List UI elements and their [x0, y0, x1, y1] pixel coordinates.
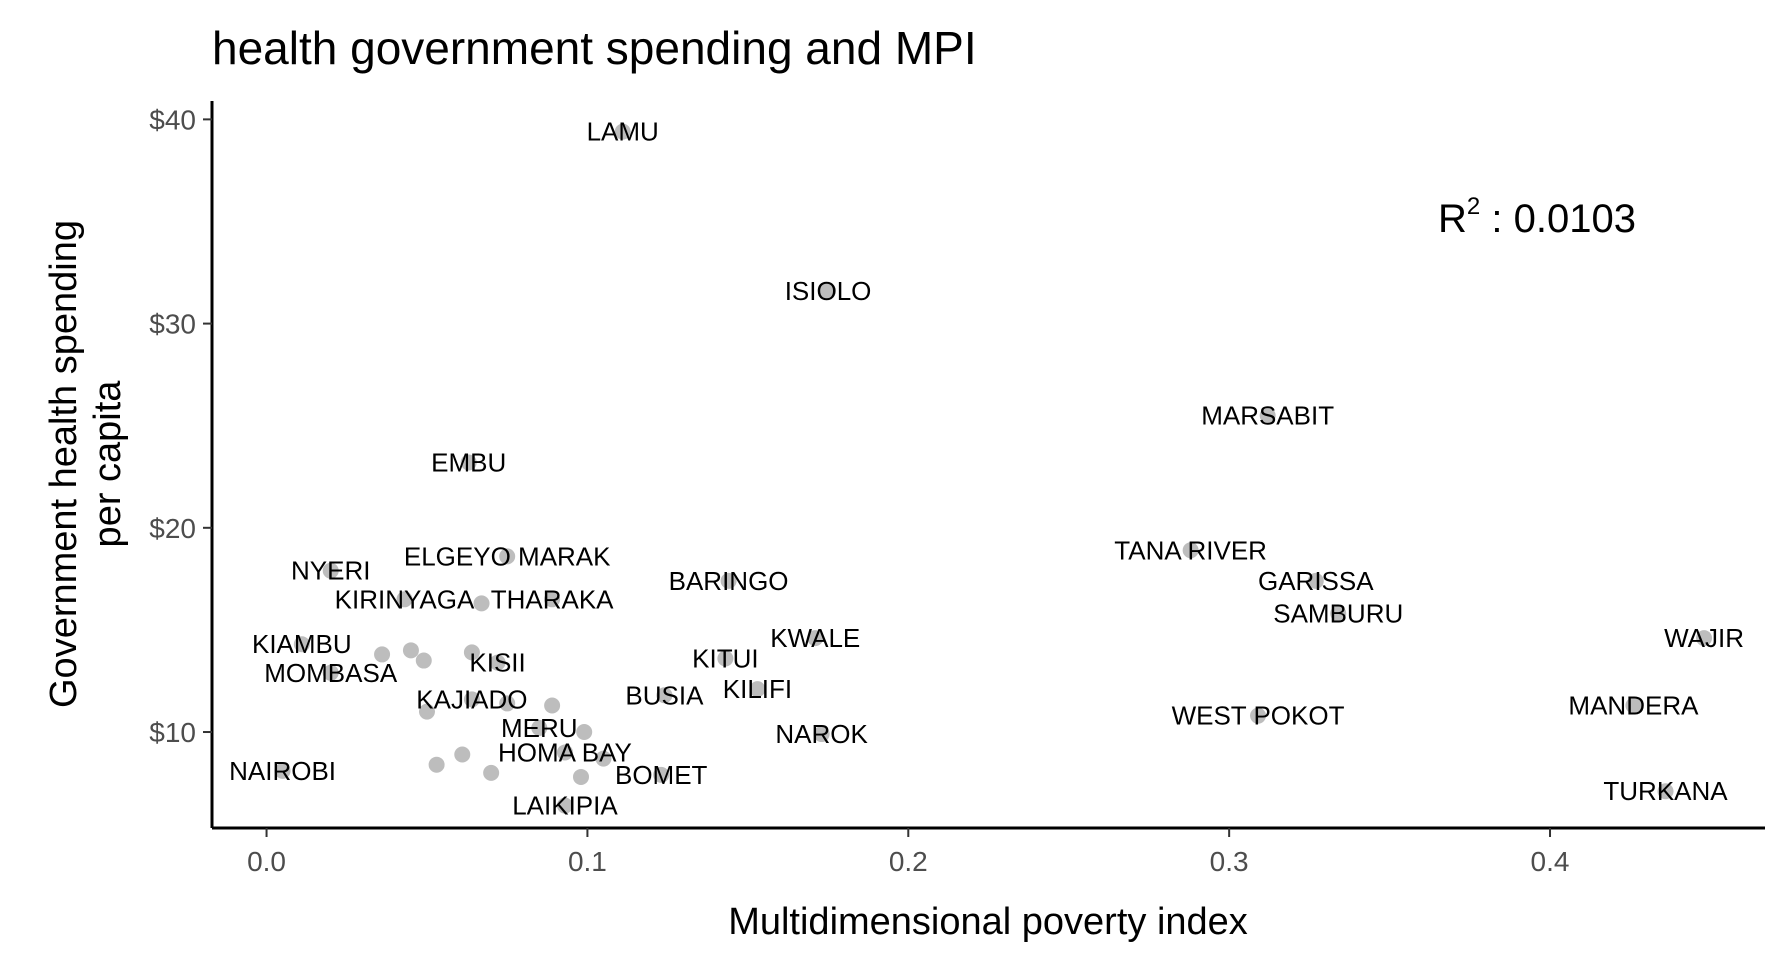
point-label: TURKANA: [1603, 776, 1728, 806]
data-point: [1259, 407, 1276, 424]
point-label: TANA RIVER: [1114, 535, 1267, 565]
data-point: [374, 646, 391, 663]
y-tick-label: $30: [149, 309, 196, 340]
data-point: [463, 691, 480, 708]
point-label: MOMBASA: [264, 658, 398, 688]
point-label: WAJIR: [1664, 623, 1744, 653]
point-label: KIAMBU: [252, 629, 352, 659]
data-point: [531, 719, 548, 736]
data-point: [1696, 630, 1713, 647]
point-label: NYERI: [291, 556, 370, 586]
data-point: [653, 766, 670, 783]
data-point: [556, 797, 573, 814]
point-label: KITUI: [692, 644, 758, 674]
data-point: [463, 644, 480, 661]
point-label: NAROK: [775, 719, 868, 749]
data-point: [322, 562, 339, 579]
x-axis-title: Multidimensional poverty index: [728, 901, 1248, 943]
point-label: MARSABIT: [1201, 400, 1334, 430]
point-label: BUSIA: [625, 680, 704, 710]
chart-title: health government spending and MPI: [212, 22, 977, 74]
data-point: [595, 750, 612, 767]
data-point: [460, 454, 477, 471]
data-point: [1250, 707, 1267, 724]
point-label: MANDERA: [1568, 690, 1699, 720]
r-squared-superscript: 2: [1467, 193, 1480, 220]
point-label: GARISSA: [1258, 566, 1374, 596]
data-point: [415, 652, 432, 669]
data-point: [483, 764, 500, 781]
x-tick-label: 0.3: [1210, 846, 1249, 877]
data-point: [322, 664, 339, 681]
y-tick-label: $20: [149, 513, 196, 544]
data-point: [656, 687, 673, 704]
ticks-layer: 0.0 0.1 0.2 0.3 0.4 $10 $20 $30 $40: [149, 104, 1569, 877]
y-axis-title: Government health spending per capita: [43, 220, 129, 708]
y-tick-label: $10: [149, 717, 196, 748]
data-point: [473, 595, 490, 612]
point-label: KILIFI: [723, 674, 792, 704]
data-point: [499, 695, 516, 712]
data-point: [1307, 572, 1324, 589]
data-point: [614, 123, 631, 140]
points-layer: [274, 123, 1713, 814]
r-squared-value: : 0.0103: [1480, 197, 1636, 241]
point-label: LAIKIPIA: [512, 791, 618, 821]
data-point: [274, 762, 291, 779]
x-tick-label: 0.2: [889, 846, 928, 877]
r-squared-annotation: R2 : 0.0103: [1438, 193, 1636, 241]
x-tick-label: 0.4: [1531, 846, 1570, 877]
point-label: WEST POKOT: [1172, 701, 1345, 731]
point-label: NAIROBI: [229, 756, 336, 786]
point-label: KISII: [469, 648, 525, 678]
axes: [210, 101, 1765, 830]
data-point: [572, 768, 589, 785]
data-point: [1330, 605, 1347, 622]
data-point: [454, 746, 471, 763]
data-point: [293, 636, 310, 653]
data-point: [418, 703, 435, 720]
point-label: KIRINYAGA: [335, 584, 475, 614]
point-label: THARAKA: [491, 584, 614, 614]
data-point: [1182, 542, 1199, 559]
point-labels-layer: LAMU ISIOLO MARSABIT EMBU TANA RIVER ELGEYO M…: [229, 117, 1744, 821]
data-point: [499, 548, 516, 565]
point-label: ISIOLO: [785, 276, 872, 306]
point-label: LAMU: [587, 117, 659, 147]
point-label: MERU: [501, 713, 578, 743]
data-point: [717, 650, 734, 667]
point-label: KWALE: [770, 623, 860, 653]
data-point: [544, 591, 561, 608]
data-point: [720, 572, 737, 589]
data-point: [1657, 783, 1674, 800]
data-point: [807, 630, 824, 647]
data-point: [1625, 697, 1642, 714]
point-label: SAMBURU: [1273, 599, 1403, 629]
data-point: [556, 744, 573, 761]
point-label: EMBU: [431, 447, 506, 477]
y-tick-label: $40: [149, 104, 196, 135]
data-point: [489, 654, 506, 671]
point-label: HOMA BAY: [498, 737, 632, 767]
point-label: ELGEYO MARAK: [404, 541, 611, 571]
data-point: [820, 282, 837, 299]
data-point: [428, 756, 445, 773]
point-label: BARINGO: [669, 566, 789, 596]
data-point: [396, 591, 413, 608]
data-point: [544, 697, 561, 714]
point-label: KAJIADO: [416, 684, 527, 714]
data-point: [749, 681, 766, 698]
data-point: [576, 724, 593, 741]
r-squared-base: R: [1438, 197, 1467, 241]
data-point: [813, 726, 830, 743]
y-axis-title-line-1: Government health spending: [43, 220, 85, 708]
x-tick-label: 0.1: [568, 846, 607, 877]
y-axis-title-line-2: per capita: [87, 380, 129, 548]
point-label: BOMET: [615, 760, 708, 790]
data-point: [402, 642, 419, 659]
x-tick-label: 0.0: [247, 846, 286, 877]
